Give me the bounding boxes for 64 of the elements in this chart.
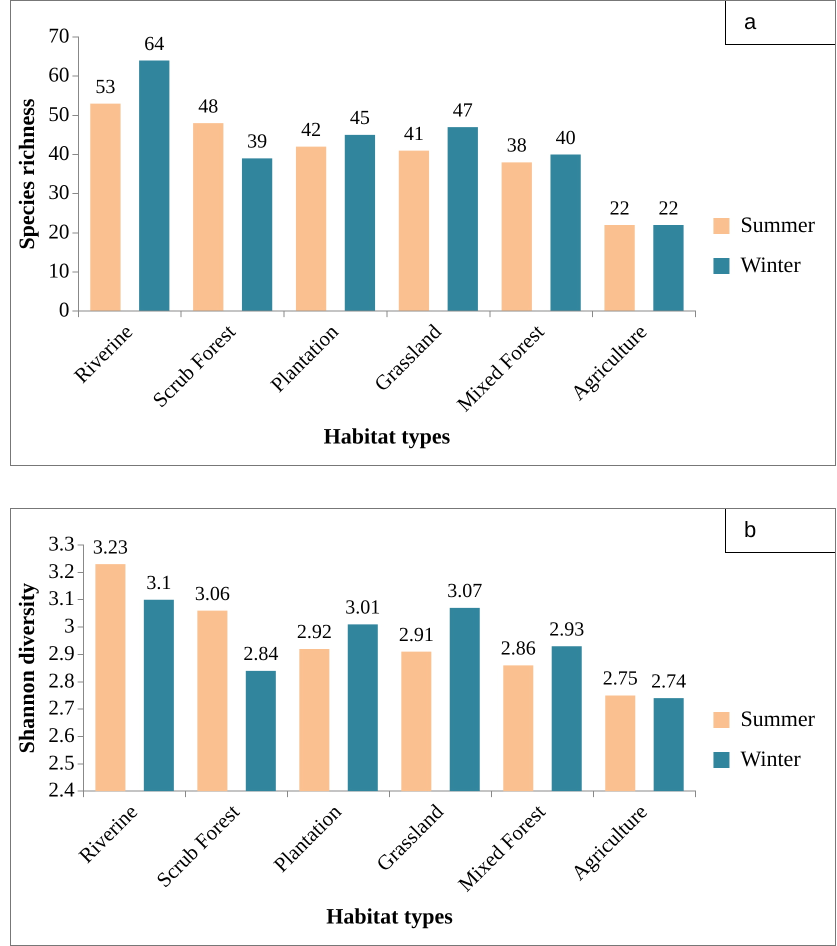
bar <box>242 158 272 311</box>
text: b <box>725 509 835 553</box>
data-label: 3.23 <box>92 536 128 558</box>
bar <box>344 134 376 311</box>
text: a <box>725 1 835 45</box>
y-tick-label: 2.8 <box>48 668 75 692</box>
y-tick-label: 2.9 <box>48 640 75 665</box>
data-label: 2.84 <box>243 643 278 666</box>
bar <box>604 225 635 311</box>
data-label: 3.06 <box>194 582 230 605</box>
data-label: 53 <box>95 76 116 98</box>
y-tick-label: 2.7 <box>48 696 75 720</box>
legend-label: Winter <box>740 746 802 771</box>
legend-label: Summer <box>740 706 816 731</box>
y-tick-label: 0 <box>58 298 70 322</box>
data-label: 3.1 <box>146 572 172 594</box>
legend-label: Summer <box>740 212 816 237</box>
data-label: 3.01 <box>345 596 380 619</box>
x-axis-title: Habitat types <box>324 423 451 448</box>
data-label: 3.07 <box>447 580 482 602</box>
y-tick-label: 30 <box>48 180 70 204</box>
bar <box>398 150 430 311</box>
bar <box>90 104 121 311</box>
data-label: 39 <box>247 130 268 153</box>
bar <box>139 60 170 311</box>
y-tick-label: 3.3 <box>48 532 75 556</box>
data-label: 2.75 <box>602 668 638 690</box>
data-label: 40 <box>556 126 576 149</box>
y-tick-label: 3 <box>64 614 75 638</box>
y-tick-label: 60 <box>48 62 70 87</box>
y-axis-title: Species richness <box>14 98 39 250</box>
legend-label: Winter <box>740 252 802 277</box>
y-tick-label: 10 <box>48 258 70 283</box>
data-label: 41 <box>404 122 424 145</box>
bar <box>296 146 326 311</box>
y-tick-label: 2.6 <box>48 722 75 747</box>
data-label: 22 <box>658 197 678 220</box>
data-label: 64 <box>144 32 164 55</box>
data-label: 22 <box>610 197 630 220</box>
data-label: 2.92 <box>296 621 332 644</box>
y-tick-label: 3.2 <box>48 558 75 583</box>
data-label: 48 <box>198 95 218 118</box>
data-label: 47 <box>452 99 473 122</box>
y-tick-label: 2.4 <box>48 778 76 802</box>
y-tick-label: 2.5 <box>48 750 75 774</box>
data-label: 42 <box>301 118 322 141</box>
data-label: 38 <box>506 134 527 157</box>
y-tick-label: 50 <box>48 102 70 126</box>
y-tick-label: 40 <box>48 141 70 166</box>
y-tick-label: 3.1 <box>48 586 75 610</box>
y-axis-title: Shannon diversity <box>14 582 39 754</box>
y-tick-label: 20 <box>48 219 70 244</box>
y-tick-label: 70 <box>48 24 70 48</box>
data-label: 2.74 <box>651 670 686 692</box>
bar <box>653 225 684 311</box>
data-label: 2.91 <box>398 624 434 646</box>
data-label: 2.86 <box>500 638 536 660</box>
data-label: 45 <box>350 107 370 130</box>
x-axis-title: Habitat types <box>326 903 454 928</box>
bar <box>550 154 581 311</box>
data-label: 2.93 <box>549 618 584 640</box>
bar <box>502 162 532 311</box>
bar <box>448 127 478 311</box>
bar <box>193 123 224 311</box>
